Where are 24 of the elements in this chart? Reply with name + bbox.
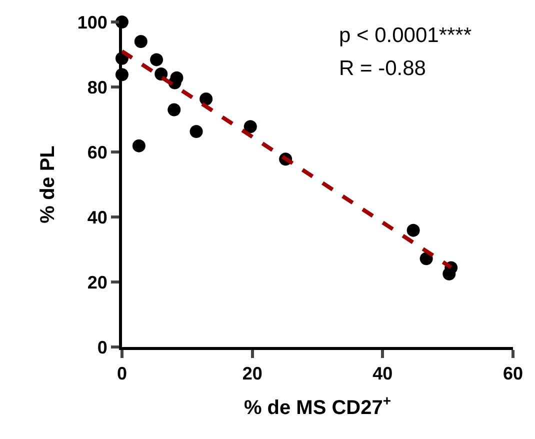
x-tick-label: 0 — [116, 364, 128, 384]
point — [190, 125, 203, 138]
annotation: p < 0.0001**** — [339, 24, 472, 47]
y-tick-label: 0 — [97, 337, 108, 358]
y-axis-title: % de PL — [36, 146, 59, 224]
y-tick-label: 100 — [77, 12, 108, 32]
x-tick-label: 40 — [372, 364, 393, 384]
point — [134, 35, 148, 48]
point — [244, 120, 257, 134]
point — [132, 139, 146, 152]
annotation: R = -0.88 — [339, 57, 426, 80]
x-tick-label: 20 — [242, 364, 262, 384]
point — [150, 53, 164, 66]
y-tick-label: 20 — [87, 272, 108, 292]
point — [154, 68, 168, 80]
point — [406, 224, 420, 237]
y-tick-label: 40 — [87, 207, 108, 228]
x-axis-title: % de MS CD27$^{+}$ — [244, 392, 392, 420]
x-tick-label: 60 — [502, 364, 524, 384]
y-tick-label: 80 — [87, 77, 108, 98]
point — [168, 103, 181, 116]
y-tick-label: 60 — [87, 142, 108, 162]
point — [442, 267, 456, 280]
point — [200, 92, 213, 106]
